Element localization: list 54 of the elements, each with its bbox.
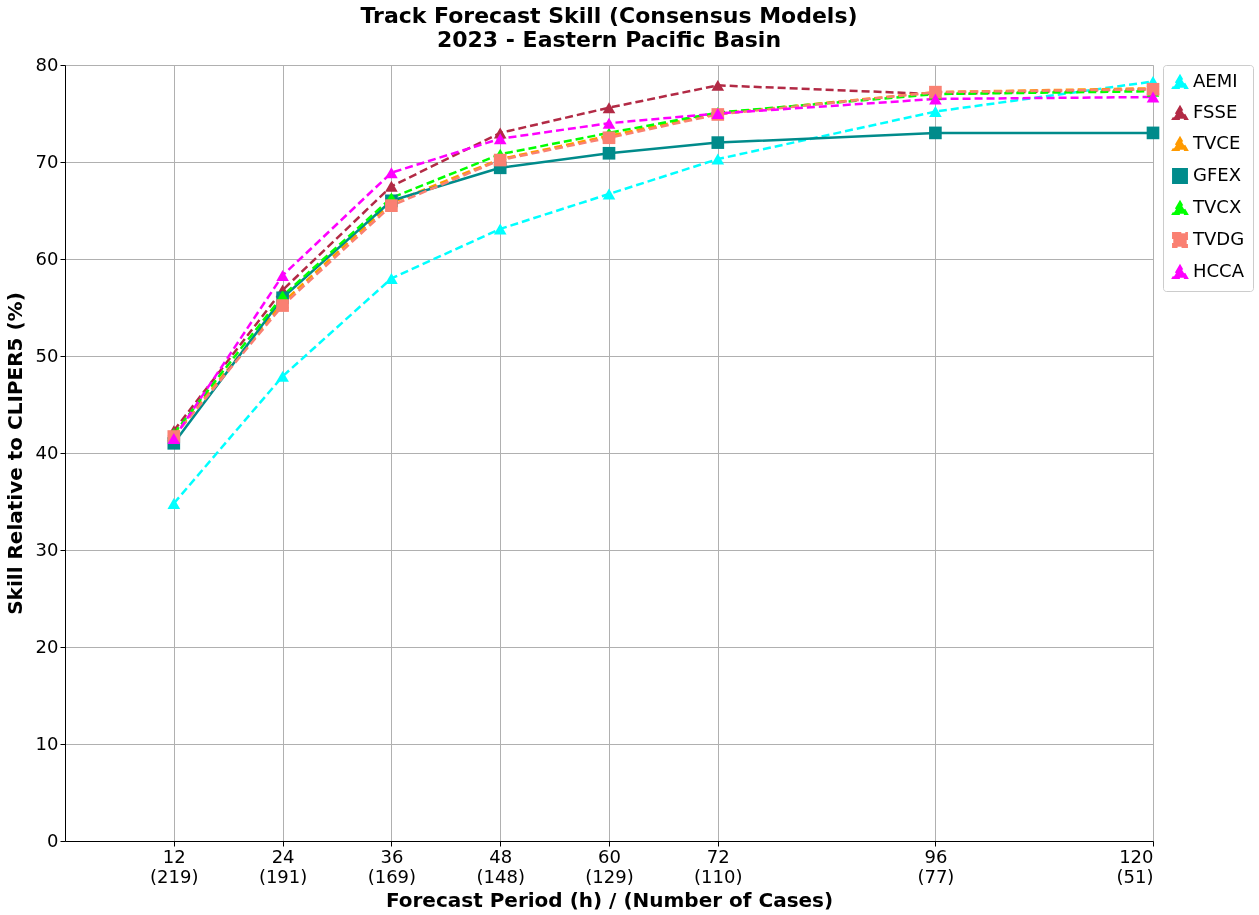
point xyxy=(493,223,507,235)
legend-label: TVCX xyxy=(1192,196,1242,217)
chart-title: Track Forecast Skill (Consensus Models) 2023 - Eastern Pacific Basin xyxy=(360,3,858,52)
legend-label: TVDG xyxy=(1192,228,1245,249)
y-tick-label: 30 xyxy=(35,538,59,560)
x-tick-label: 96 xyxy=(924,845,948,867)
point xyxy=(385,272,398,284)
point xyxy=(929,106,942,118)
point xyxy=(929,126,942,140)
point xyxy=(1146,126,1160,140)
point xyxy=(167,497,181,509)
point xyxy=(1146,91,1160,103)
legend-label: TVCE xyxy=(1192,132,1241,153)
x-tick-label: 36 xyxy=(380,845,404,867)
legend-label: FSSE xyxy=(1193,101,1238,122)
legend-label: AEMI xyxy=(1193,70,1238,91)
y-tick-label: 0 xyxy=(47,829,59,851)
legend-label: GFEX xyxy=(1193,164,1242,185)
y-tick-label: 80 xyxy=(35,53,59,75)
point xyxy=(602,102,616,114)
x-tick-label: 120 xyxy=(1119,845,1154,867)
text: (148) xyxy=(476,865,525,887)
point xyxy=(493,133,507,145)
x-tick-label: 48 xyxy=(489,845,513,867)
y-tick-label: 50 xyxy=(35,344,59,366)
x-tick-label: 72 xyxy=(706,845,730,867)
point xyxy=(711,79,725,91)
text: (191) xyxy=(258,865,308,887)
x-axis-title: Forecast Period (h) / (Number of Cases) xyxy=(385,887,834,912)
y-tick-label: 60 xyxy=(35,247,59,269)
point xyxy=(602,188,616,200)
point xyxy=(711,153,725,165)
point xyxy=(385,167,398,179)
point xyxy=(602,146,616,160)
point xyxy=(276,270,289,281)
y-axis-title: Skill Relative to CLIPER5 (%) xyxy=(2,292,27,615)
point xyxy=(276,370,289,382)
x-tick-label: 60 xyxy=(598,845,621,867)
text: (219) xyxy=(150,865,199,887)
text: (51) xyxy=(1116,865,1154,887)
x-tick-label: 12 xyxy=(162,845,186,867)
point xyxy=(711,136,725,149)
point xyxy=(385,180,398,192)
point xyxy=(602,117,616,129)
text: (169) xyxy=(367,865,417,887)
text: (110) xyxy=(694,865,743,887)
legend-label: HCCA xyxy=(1193,260,1245,281)
x-tick-label: 24 xyxy=(271,845,295,867)
y-tick-label: 40 xyxy=(35,441,59,463)
y-tick-label: 70 xyxy=(35,150,59,172)
y-tick-label: 20 xyxy=(35,635,59,657)
text: (77) xyxy=(917,865,955,887)
text: (129) xyxy=(585,865,634,887)
y-tick-label: 10 xyxy=(35,732,59,754)
